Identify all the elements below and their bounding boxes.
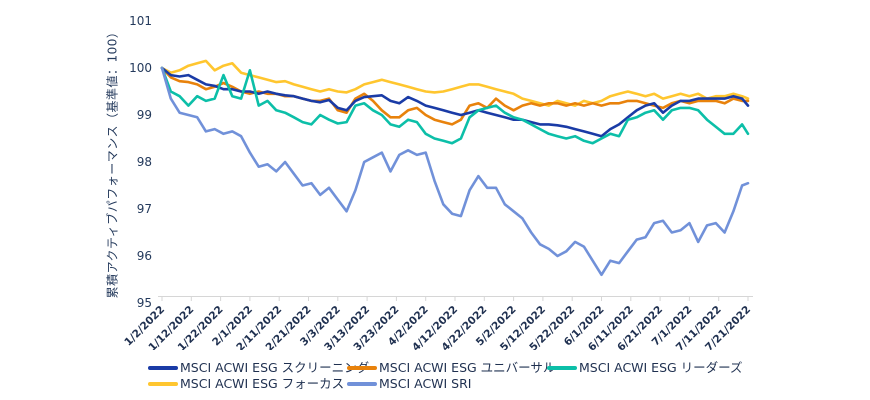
legend-item-leaders: MSCI ACWI ESG リーダーズ xyxy=(547,360,743,376)
legend: MSCI ACWI ESG スクリーニング MSCI ACWI ESG ユニバー… xyxy=(0,352,870,398)
legend-swatch-focus xyxy=(148,382,178,386)
legend-swatch-leaders xyxy=(547,366,577,370)
svg-text:100: 100 xyxy=(129,61,152,75)
legend-label-screening: MSCI ACWI ESG スクリーニング xyxy=(180,360,370,375)
legend-label-focus: MSCI ACWI ESG フォーカス xyxy=(180,376,345,391)
legend-label-universal: MSCI ACWI ESG ユニバーサル xyxy=(379,360,556,375)
svg-text:99: 99 xyxy=(137,108,152,122)
legend-swatch-screening xyxy=(148,366,178,370)
line-chart: 1/2/20221/12/20221/22/20222/1/20222/11/2… xyxy=(122,14,753,350)
legend-item-screening: MSCI ACWI ESG スクリーニング xyxy=(148,360,369,376)
legend-swatch-sri xyxy=(347,382,377,386)
legend-item-universal: MSCI ACWI ESG ユニバーサル xyxy=(347,360,555,376)
legend-swatch-universal xyxy=(347,366,377,370)
legend-item-focus: MSCI ACWI ESG フォーカス xyxy=(148,376,344,392)
legend-label-sri: MSCI ACWI SRI xyxy=(379,376,472,391)
svg-text:98: 98 xyxy=(137,155,152,169)
legend-label-leaders: MSCI ACWI ESG リーダーズ xyxy=(579,360,743,375)
legend-item-sri: MSCI ACWI SRI xyxy=(347,376,472,392)
svg-text:96: 96 xyxy=(137,249,152,263)
svg-text:95: 95 xyxy=(137,296,152,310)
svg-text:101: 101 xyxy=(129,14,152,28)
svg-text:97: 97 xyxy=(137,202,152,216)
